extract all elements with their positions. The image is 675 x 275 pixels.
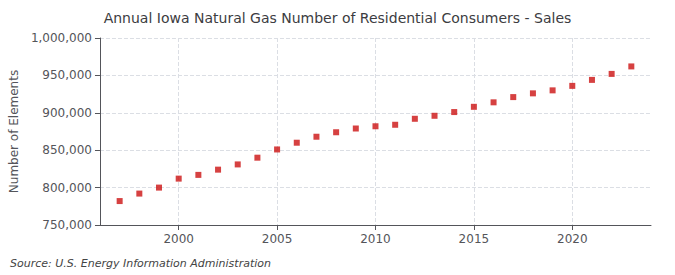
svg-text:Source: U.S. Energy Informatio: Source: U.S. Energy Information Administ… — [10, 257, 271, 270]
svg-text:1,000,000: 1,000,000 — [31, 31, 92, 45]
svg-text:750,000: 750,000 — [42, 218, 92, 232]
svg-text:2010: 2010 — [360, 232, 391, 246]
svg-text:2005: 2005 — [262, 232, 293, 246]
svg-text:2000: 2000 — [163, 232, 194, 246]
svg-text:2020: 2020 — [557, 232, 588, 246]
svg-text:2015: 2015 — [459, 232, 490, 246]
svg-text:950,000: 950,000 — [42, 68, 92, 82]
svg-text:800,000: 800,000 — [42, 181, 92, 195]
svg-text:Number of Elements: Number of Elements — [7, 70, 21, 193]
svg-text:900,000: 900,000 — [42, 106, 92, 120]
svg-text:Annual Iowa Natural Gas Number: Annual Iowa Natural Gas Number of Reside… — [104, 10, 572, 26]
svg-text:850,000: 850,000 — [42, 143, 92, 157]
